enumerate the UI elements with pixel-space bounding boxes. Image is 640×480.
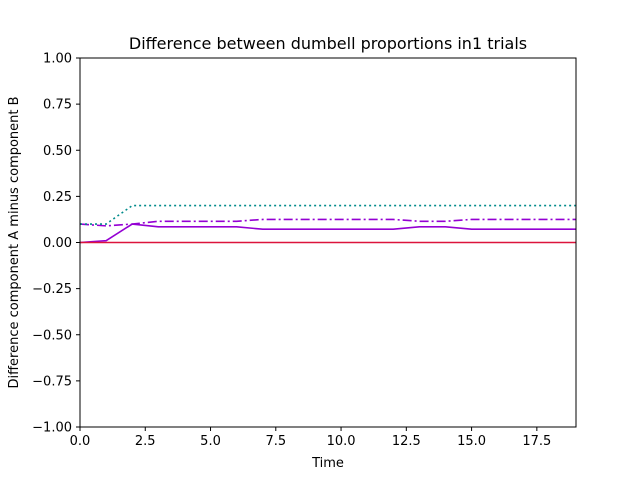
y-tick-label: 0.50 [43,144,72,159]
y-tick-label: −0.25 [32,282,72,297]
x-tick-label: 2.5 [135,434,156,449]
y-axis: −1.00 −0.75 −0.50 −0.25 0.00 0.25 0.50 0.75 1.00 [32,52,80,436]
x-tick-label: 10.0 [327,434,356,449]
y-tick-label: 0.75 [43,98,72,113]
x-tick-label: 15.0 [457,434,486,449]
y-tick-label: −0.75 [32,374,72,389]
chart-title: Difference between dumbell proportions i… [129,34,527,53]
y-tick-label: −1.00 [32,421,72,436]
x-tick-label: 0.0 [70,434,91,449]
x-tick-label: 5.0 [200,434,221,449]
y-axis-title: Difference component A minus component B [7,96,22,388]
series-line-2 [79,218,576,227]
x-tick-label: 12.5 [392,434,421,449]
x-axis-title: Time [311,456,344,471]
series-layer [79,204,576,244]
y-tick-label: 0.25 [43,190,72,205]
series-line-1 [79,223,576,244]
y-tick-label: −0.50 [32,328,72,343]
x-tick-label: 7.5 [265,434,286,449]
y-tick-label: 0.00 [43,236,72,251]
x-axis: 0.0 2.5 5.0 7.5 10.0 12.5 15.0 17.5 [70,427,551,449]
x-tick-label: 17.5 [522,434,551,449]
y-tick-label: 1.00 [43,52,72,67]
